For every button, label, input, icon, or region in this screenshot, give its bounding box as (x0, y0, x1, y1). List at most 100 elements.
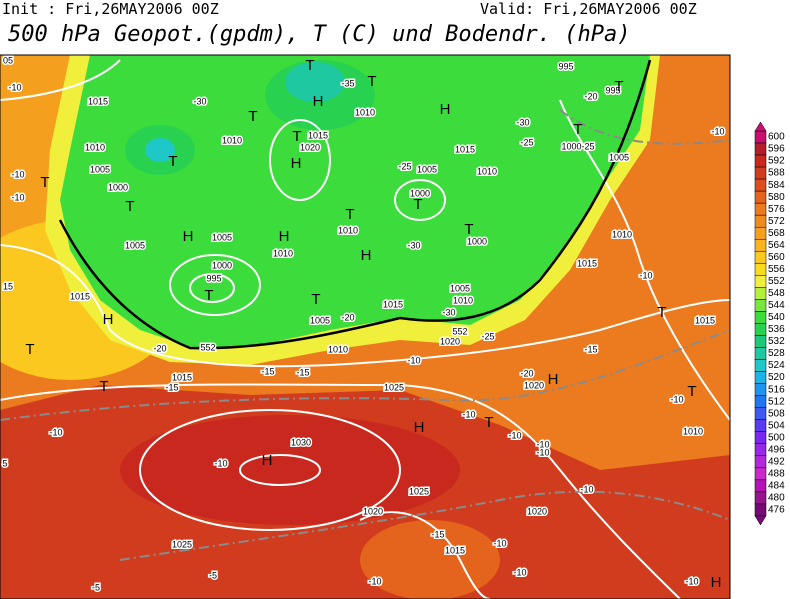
pressure-center: H (440, 101, 451, 118)
contour-label: 1000 (108, 182, 128, 192)
colorbar-label: 568 (768, 228, 785, 239)
colorbar-label: 488 (768, 468, 785, 479)
pressure-center: T (248, 108, 257, 125)
contour-label: 995 (558, 61, 573, 71)
contour-label: 1005 (310, 315, 330, 325)
colorbar-swatch (754, 335, 767, 348)
pressure-center: H (361, 247, 372, 264)
colorbar-swatch (754, 371, 767, 384)
field-red-core (120, 415, 460, 525)
pressure-center: T (168, 153, 177, 170)
colorbar-swatch (754, 419, 767, 432)
colorbar-label: 508 (768, 408, 785, 419)
pressure-center: H (103, 311, 114, 328)
contour-label: -10 (493, 538, 506, 548)
colorbar-label: 588 (768, 168, 785, 179)
field-iberia (360, 520, 500, 599)
colorbar-swatch (754, 251, 767, 264)
contour-label: 1015 (695, 315, 715, 325)
contour-label: -10 (214, 458, 227, 468)
colorbar-swatch (754, 287, 767, 300)
isotherm (559, 109, 730, 145)
colorbar-swatch (754, 130, 767, 144)
contour-label: -10 (513, 567, 526, 577)
isotherm (0, 329, 730, 421)
colorbar-label: 500 (768, 432, 785, 443)
pressure-center: T (40, 174, 49, 191)
pressure-center: H (313, 93, 324, 110)
contour-label: -20 (520, 368, 533, 378)
contour-label: -20 (584, 91, 597, 101)
contour-label: 1015 (577, 258, 597, 268)
colorbar-label: 540 (768, 312, 785, 323)
contour-label: -10 (11, 192, 24, 202)
contour-label: 1030 (291, 437, 311, 447)
contour-label: 1020 (440, 336, 460, 346)
colorbar-label: 480 (768, 493, 785, 504)
isotherm (119, 490, 730, 561)
pressure-center: H (279, 228, 290, 245)
isobar (139, 409, 401, 531)
contour-label: 1000-25 (561, 141, 594, 151)
contour-label: 1010 (612, 229, 632, 239)
contour-label: 1025 (172, 539, 192, 549)
contour-label: 1025 (409, 486, 429, 496)
contour-label: -10 (536, 447, 549, 457)
pressure-center: T (292, 128, 301, 145)
isobar (169, 254, 261, 316)
contour-label: -25 (398, 161, 411, 171)
colorbar-label: 552 (768, 276, 785, 287)
colorbar-label: 504 (768, 420, 785, 431)
colorbar: 6005965925885845805765725685645605565525… (754, 121, 785, 526)
colorbar-bottom-cap (754, 515, 767, 526)
colorbar-label: 584 (768, 180, 785, 191)
contour-label: 1010 (222, 135, 242, 145)
contour-label: 1015 (70, 291, 90, 301)
contour-label: -30 (407, 240, 420, 250)
contour-label: -10 (11, 169, 24, 179)
pressure-center: H (711, 574, 722, 591)
contour-label: 1010 (273, 248, 293, 258)
colorbar-label: 476 (768, 505, 785, 516)
contour-label: 1005 (90, 164, 110, 174)
contour-label: 1020 (363, 506, 383, 516)
colorbar-label: 520 (768, 372, 785, 383)
map-frame (0, 54, 731, 599)
contour-label: 1015 (383, 299, 403, 309)
colorbar-swatch (754, 154, 767, 168)
pressure-center: T (125, 198, 134, 215)
colorbar-swatch (754, 202, 767, 216)
colorbar-label: 548 (768, 288, 785, 299)
contour-label: -10 (368, 576, 381, 586)
contour-label: 1000 (212, 260, 232, 270)
isobar (189, 273, 235, 303)
contour-label: 995 (605, 85, 620, 95)
contour-label: 995 (206, 273, 221, 283)
contour-label: -10 (8, 82, 21, 92)
colorbar-swatch (754, 214, 767, 228)
contour-label: -10 (639, 270, 652, 280)
contour-label: -25 (520, 137, 533, 147)
pressure-center: T (204, 287, 213, 304)
contour-label: -15 (165, 382, 178, 392)
contour-label: -30 (516, 117, 529, 127)
valid-time: Valid: Fri,26MAY2006 00Z (480, 0, 697, 18)
contour-label: 1010 (453, 295, 473, 305)
pressure-center: T (305, 57, 314, 74)
contour-label: -30 (442, 307, 455, 317)
pressure-center: T (99, 378, 108, 395)
contour-label: -20 (153, 343, 166, 353)
colorbar-swatch (754, 311, 767, 324)
contour-label: -10 (508, 430, 521, 440)
contour-label: 15 (3, 281, 13, 291)
colorbar-swatch (754, 395, 767, 408)
contour-label: 05 (3, 55, 13, 65)
colorbar-label: 592 (768, 156, 785, 167)
contour-label: 5 (2, 458, 7, 468)
colorbar-swatch (754, 443, 767, 457)
colorbar-label: 484 (768, 481, 785, 492)
colorbar-swatch (754, 190, 767, 204)
pressure-center: T (687, 383, 696, 400)
